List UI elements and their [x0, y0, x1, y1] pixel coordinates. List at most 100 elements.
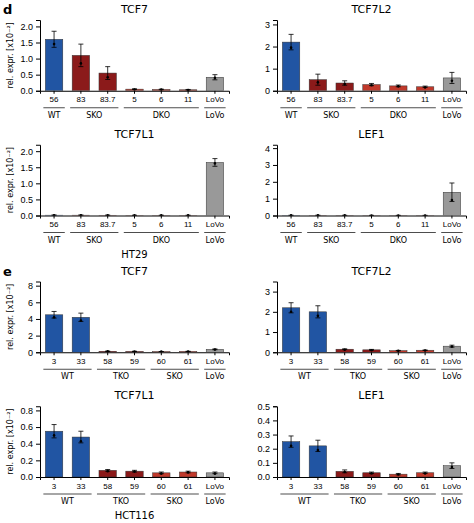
dot [370, 84, 373, 87]
x-tick-label: 61 [184, 482, 193, 491]
error-bar [396, 85, 401, 87]
group-label: WT [61, 372, 74, 381]
dot [317, 315, 320, 318]
error-bar-cap [105, 469, 110, 470]
group-bracket [204, 107, 225, 108]
bar [153, 351, 170, 352]
bar [363, 215, 380, 216]
y-tick-mark [36, 199, 40, 200]
group-bracket [280, 494, 328, 495]
y-tick-mark [273, 312, 277, 313]
plot-area [45, 311, 223, 352]
x-tick-mark [188, 91, 189, 94]
error-bar-cap [315, 305, 320, 306]
y-tick-mark [273, 165, 277, 166]
error-bar-cap [212, 79, 217, 80]
group-bracket [70, 232, 118, 233]
error-bar-stem [451, 72, 452, 83]
bar [99, 470, 116, 477]
y-tick-mark [273, 292, 277, 293]
annotations: WTSKODKOLoVoTCF7L1rel. expr. [x10⁻²]HT29 [6, 128, 226, 260]
y-tick-mark [273, 24, 277, 25]
dot [397, 214, 400, 215]
error-bar [105, 351, 110, 352]
error-bar-cap [159, 215, 164, 216]
x-tick: 5 [132, 91, 137, 105]
error-bar-cap [52, 215, 57, 216]
group-label: SKO [323, 236, 339, 245]
x-axis-line [41, 91, 230, 94]
group-bracket [361, 107, 436, 108]
error-bar [396, 473, 401, 474]
dot [106, 350, 109, 352]
x-tick-mark [317, 216, 318, 219]
dot [370, 349, 373, 352]
y-tick-mark [36, 302, 40, 303]
x-tick: 59 [367, 477, 376, 491]
y-tick: 4 [28, 314, 40, 324]
x-tick-label: 56 [287, 95, 296, 104]
error-bar-cap [449, 83, 454, 84]
x-tick-label: LoVo [206, 220, 225, 229]
bar [443, 466, 460, 477]
x-tick-mark [107, 216, 108, 219]
x-tick: 83 [76, 216, 85, 230]
bar [336, 349, 353, 352]
plot-area [282, 34, 460, 90]
error-bar-stem [80, 431, 81, 443]
dot [106, 76, 109, 79]
group-label: LoVo [442, 111, 461, 120]
error-bar-cap [423, 350, 428, 351]
y-tick-mark [36, 427, 40, 428]
error-bar [132, 88, 137, 90]
panel: 0.00.51.01.52.0568383.75611LoVoWTSKODKOL… [6, 128, 230, 260]
y-tick-mark [273, 91, 277, 92]
error-bar-stem [398, 350, 399, 351]
annotations: WTSKODKOLoVoTCF7L2 [280, 3, 462, 120]
y-tick-label: 0 [265, 211, 270, 221]
error-bar [105, 215, 110, 216]
x-tick-label: 83 [313, 220, 322, 229]
y-axis-line [36, 21, 41, 92]
x-tick-mark [451, 352, 452, 355]
x-tick-mark [317, 477, 318, 480]
y-tick: 3 [265, 20, 277, 30]
error-bar-cap [369, 215, 374, 216]
error-bar-stem [214, 75, 215, 80]
y-tick-label: 0 [265, 348, 270, 358]
group-label: DKO [153, 236, 170, 245]
error-bar-cap [186, 90, 191, 91]
title: LEF1 [358, 128, 384, 141]
bar [179, 472, 196, 477]
error-bar-cap [105, 79, 110, 80]
x-tick-mark [214, 91, 215, 94]
error-bar [315, 440, 320, 451]
error-bar [132, 470, 137, 472]
error-bar-stem [344, 81, 345, 85]
group-bracket [151, 494, 199, 495]
x-tick-label: 3 [52, 482, 57, 491]
x-axis: 568383.75611LoVo [41, 216, 230, 230]
y-tick-mark [273, 420, 277, 421]
group-bracket [43, 232, 64, 233]
error-bar-stem [344, 215, 345, 216]
group-bracket [124, 107, 199, 108]
panel-label: d [3, 2, 12, 17]
group-label: LoVo [205, 372, 224, 381]
panel: 01234568383.75611LoVoWTSKODKOLoVoLEF1 [265, 128, 467, 245]
x-tick-mark [54, 352, 55, 355]
error-bar-stem [107, 215, 108, 216]
dot [133, 470, 136, 473]
x-tick-label: 59 [130, 482, 139, 491]
dot [343, 214, 346, 215]
x-tick-mark [291, 91, 292, 94]
error-bar [342, 470, 347, 473]
error-bar-stem [54, 311, 55, 318]
x-tick: 5 [369, 91, 374, 105]
x-tick-mark [425, 216, 426, 219]
error-bar [396, 350, 401, 351]
error-bar [449, 345, 454, 347]
x-tick-label: LoVo [443, 220, 462, 229]
dot [290, 445, 293, 448]
x-axis-line [278, 353, 467, 356]
